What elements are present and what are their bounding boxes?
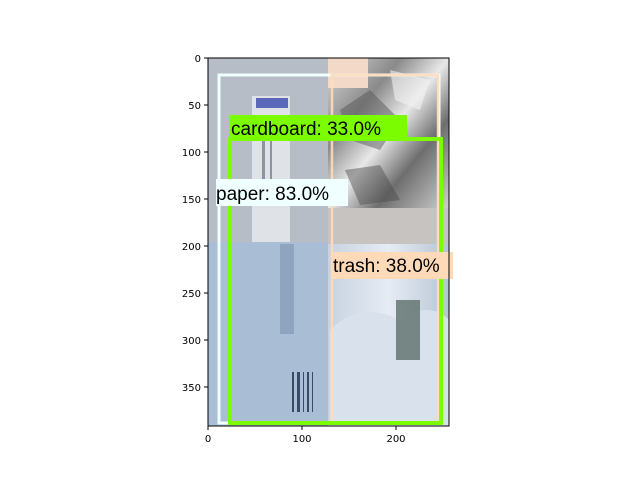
- photo-cardboard-region: [208, 242, 328, 426]
- x-tick-label: 100: [292, 434, 311, 445]
- label-trash: trash: 38.0%: [331, 252, 453, 279]
- label-cardboard: cardboard: 33.0%: [229, 115, 407, 141]
- label-cardboard-text: cardboard: 33.0%: [231, 119, 381, 140]
- y-tick-label: 350: [182, 383, 201, 394]
- y-tick-label: 250: [182, 289, 201, 300]
- photo: [208, 58, 449, 426]
- y-tick-label: 0: [195, 54, 201, 65]
- y-tick-label: 150: [182, 195, 201, 206]
- label-paper-text: paper: 83.0%: [216, 184, 329, 205]
- y-tick-label: 50: [188, 101, 201, 112]
- x-tick-label: 0: [205, 434, 211, 445]
- y-tick-label: 100: [182, 148, 201, 159]
- label-paper: paper: 83.0%: [216, 179, 348, 206]
- y-tick-label: 200: [182, 242, 201, 253]
- x-tick-label: 200: [386, 434, 405, 445]
- x-axis: 0 100 200: [205, 426, 406, 445]
- y-axis: 0 50 100 150 200 250 300 350: [182, 54, 208, 394]
- label-trash-text: trash: 38.0%: [333, 256, 440, 277]
- y-tick-label: 300: [182, 336, 201, 347]
- axes-frame: [207, 57, 450, 427]
